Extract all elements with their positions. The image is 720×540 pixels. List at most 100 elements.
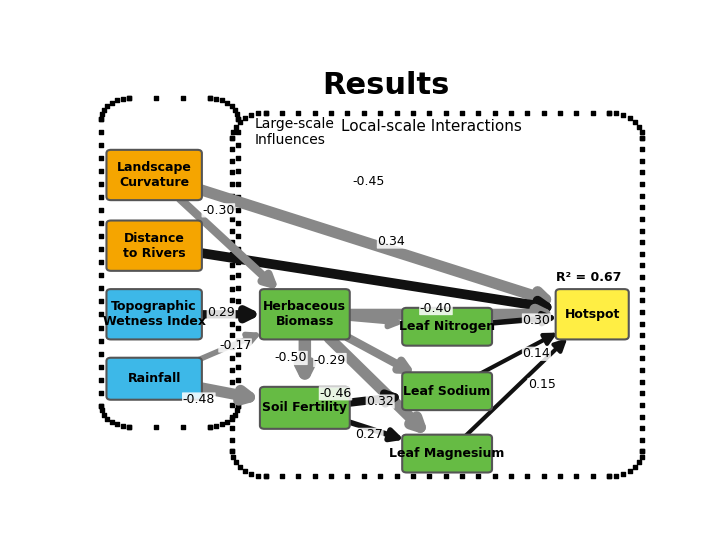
Point	[95, 167, 107, 176]
Point	[95, 154, 107, 163]
Point	[98, 410, 109, 419]
Point	[95, 114, 107, 123]
Point	[260, 472, 271, 481]
Point	[636, 447, 648, 456]
Point	[309, 472, 320, 481]
Text: -0.30: -0.30	[202, 204, 235, 217]
Point	[232, 127, 243, 136]
Point	[232, 336, 243, 345]
Point	[232, 180, 243, 188]
Point	[232, 114, 243, 123]
Text: Hotspot: Hotspot	[564, 308, 620, 321]
Point	[95, 284, 107, 293]
Point	[232, 206, 243, 214]
Point	[232, 323, 243, 332]
Point	[230, 410, 241, 419]
Point	[374, 472, 386, 481]
Point	[230, 458, 241, 467]
Point	[232, 167, 243, 176]
FancyBboxPatch shape	[107, 150, 202, 200]
Point	[489, 109, 500, 117]
Point	[636, 168, 648, 177]
Text: -0.40: -0.40	[420, 301, 452, 314]
Point	[611, 109, 622, 118]
Point	[232, 140, 243, 149]
Point	[210, 94, 222, 103]
Point	[636, 424, 648, 433]
Text: 0.32: 0.32	[366, 395, 394, 408]
Point	[342, 109, 354, 117]
Point	[253, 109, 264, 118]
Point	[227, 308, 238, 316]
Point	[106, 418, 117, 427]
Point	[204, 422, 216, 431]
Point	[293, 109, 305, 117]
Point	[95, 232, 107, 240]
Point	[95, 193, 107, 201]
Point	[423, 472, 435, 481]
Point	[253, 471, 264, 480]
Point	[325, 109, 337, 117]
Text: 0.14: 0.14	[523, 347, 550, 360]
Point	[123, 422, 135, 431]
Point	[227, 377, 238, 386]
Point	[232, 349, 243, 358]
Point	[227, 436, 238, 444]
Text: 0.15: 0.15	[528, 379, 556, 392]
Point	[228, 453, 239, 461]
Point	[587, 109, 598, 117]
Point	[276, 472, 288, 481]
Point	[624, 467, 636, 475]
Point	[232, 114, 243, 123]
FancyBboxPatch shape	[107, 357, 202, 400]
Point	[227, 331, 238, 340]
Point	[234, 118, 246, 126]
Text: Landscape
Curvature: Landscape Curvature	[117, 161, 192, 189]
Text: 0.27: 0.27	[355, 428, 383, 441]
Text: Leaf Sodium: Leaf Sodium	[403, 384, 491, 397]
Point	[230, 105, 241, 114]
Point	[95, 258, 107, 267]
Text: -0.29: -0.29	[314, 354, 346, 367]
Point	[407, 472, 418, 481]
Point	[95, 114, 107, 123]
Point	[636, 285, 648, 293]
Point	[232, 193, 243, 201]
Point	[232, 375, 243, 384]
Point	[603, 472, 615, 481]
Point	[505, 472, 517, 481]
Point	[227, 354, 238, 363]
Text: 0.29: 0.29	[207, 306, 235, 319]
Point	[150, 422, 162, 431]
Point	[521, 109, 533, 117]
Point	[239, 114, 251, 123]
Point	[232, 401, 243, 410]
Point	[123, 422, 135, 431]
Point	[95, 140, 107, 149]
Point	[636, 447, 648, 456]
Point	[391, 472, 402, 481]
Point	[239, 467, 251, 475]
Point	[521, 472, 533, 481]
Point	[456, 472, 467, 481]
Point	[232, 297, 243, 306]
Point	[636, 401, 648, 409]
Point	[150, 94, 162, 103]
Point	[227, 226, 238, 235]
Text: Rainfall: Rainfall	[127, 372, 181, 385]
Point	[636, 191, 648, 200]
Point	[407, 109, 418, 117]
Point	[636, 249, 648, 258]
Point	[636, 145, 648, 153]
Point	[624, 114, 636, 123]
Point	[111, 96, 122, 104]
Point	[232, 284, 243, 293]
Text: Leaf Nitrogen: Leaf Nitrogen	[399, 320, 495, 333]
Point	[232, 310, 243, 319]
Point	[618, 111, 629, 119]
Point	[226, 102, 238, 110]
Text: R² = 0.67: R² = 0.67	[556, 271, 621, 284]
Point	[227, 145, 238, 153]
Point	[204, 94, 216, 103]
Point	[96, 406, 107, 415]
